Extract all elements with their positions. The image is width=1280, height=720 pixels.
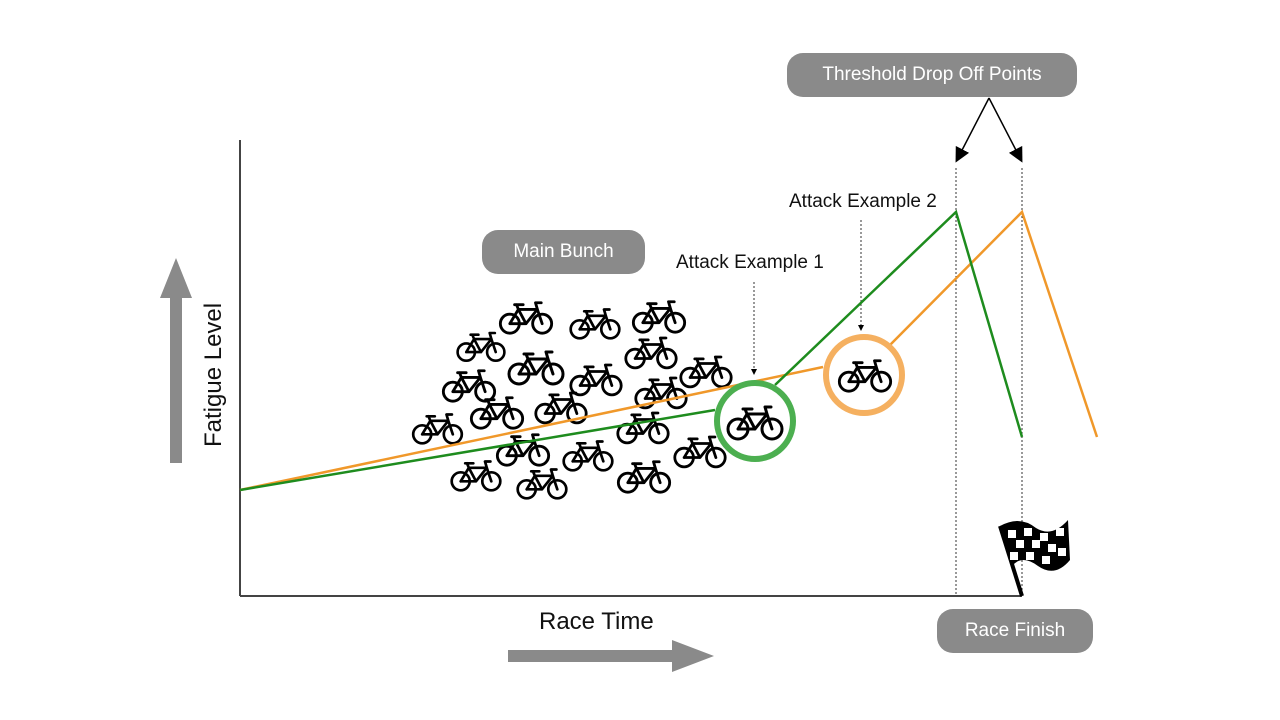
checkered-flag-icon [998,520,1070,597]
axes [239,140,1022,597]
series-orange-line [239,365,824,492]
series-green-line [239,408,716,492]
arrow-right-icon [508,640,714,672]
main-bunch-label: Main Bunch [482,230,645,274]
race-finish-label: Race Finish [937,609,1093,653]
x-axis-title: Race Time [539,608,654,635]
attack2-circle [823,334,905,416]
arrow-up-icon [160,258,192,463]
main-bunch-bikes [411,300,733,500]
threshold-arrows [955,97,1023,163]
series-green-line-2 [774,209,1024,438]
series-orange-line-2 [889,209,1099,438]
attack-example-2-label: Attack Example 2 [789,191,937,212]
y-axis-title: Fatigue Level [200,302,227,447]
threshold-drop-off-label: Threshold Drop Off Points [787,53,1077,97]
attack-example-1-label: Attack Example 1 [676,252,824,273]
attack1-circle [714,380,796,462]
